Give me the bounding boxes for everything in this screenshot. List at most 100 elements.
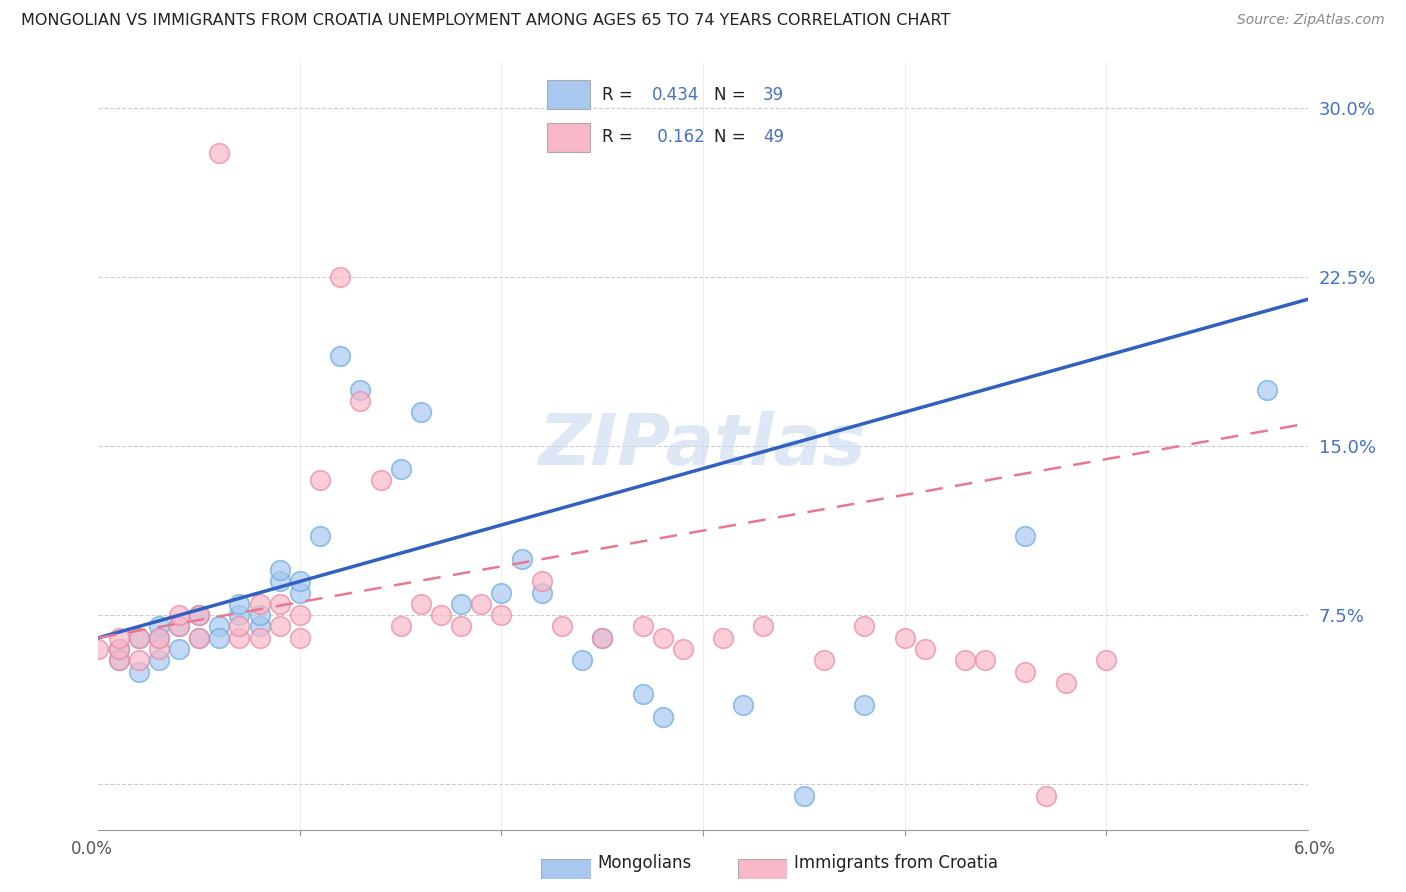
Point [249, 597, 271, 611]
Point [208, 619, 231, 633]
Point [107, 653, 129, 667]
Point [591, 631, 613, 645]
Point [188, 631, 211, 645]
Point [329, 349, 352, 363]
Point [288, 631, 311, 645]
Point [269, 574, 291, 589]
Point [510, 551, 533, 566]
Point [470, 597, 492, 611]
Point [1095, 653, 1118, 667]
Point [167, 642, 190, 657]
Point [249, 631, 271, 645]
Point [107, 642, 129, 657]
Point [389, 619, 412, 633]
Point [269, 563, 291, 577]
Point [107, 653, 129, 667]
Text: R =: R = [602, 86, 638, 103]
Point [631, 619, 654, 633]
Point [128, 665, 150, 679]
Point [188, 608, 211, 623]
Point [269, 619, 291, 633]
Point [672, 642, 695, 657]
Text: 6.0%: 6.0% [1294, 840, 1336, 858]
Point [530, 574, 553, 589]
Point [288, 574, 311, 589]
Point [228, 631, 250, 645]
Point [228, 597, 250, 611]
Point [914, 642, 936, 657]
Point [491, 608, 513, 623]
Point [349, 383, 371, 397]
Point [571, 653, 593, 667]
Point [148, 642, 170, 657]
Text: Mongolians: Mongolians [598, 854, 692, 871]
Point [1256, 383, 1278, 397]
Point [249, 608, 271, 623]
Point [107, 631, 129, 645]
Point [208, 145, 231, 160]
Text: 0.0%: 0.0% [70, 840, 112, 858]
Bar [547, 80, 591, 109]
Point [329, 269, 352, 284]
Point [491, 585, 513, 599]
Point [148, 653, 170, 667]
Point [551, 619, 574, 633]
Point [450, 619, 472, 633]
Point [288, 585, 311, 599]
Point [370, 473, 392, 487]
Point [974, 653, 997, 667]
Text: N =: N = [714, 86, 751, 103]
Point [430, 608, 453, 623]
Point [409, 597, 432, 611]
Point [309, 473, 332, 487]
Point [853, 698, 876, 713]
Point [530, 585, 553, 599]
Point [148, 631, 170, 645]
Point [288, 608, 311, 623]
Point [148, 619, 170, 633]
Point [148, 631, 170, 645]
Point [651, 631, 673, 645]
Text: MONGOLIAN VS IMMIGRANTS FROM CROATIA UNEMPLOYMENT AMONG AGES 65 TO 74 YEARS CORR: MONGOLIAN VS IMMIGRANTS FROM CROATIA UNE… [21, 13, 950, 29]
Point [752, 619, 775, 633]
Text: Source: ZipAtlas.com: Source: ZipAtlas.com [1237, 13, 1385, 28]
Point [813, 653, 835, 667]
Point [188, 631, 211, 645]
Text: 39: 39 [763, 86, 785, 103]
Text: 49: 49 [763, 128, 785, 146]
Point [349, 393, 371, 408]
Point [389, 461, 412, 475]
Point [793, 789, 815, 803]
Point [309, 529, 332, 543]
Point [167, 619, 190, 633]
Bar [547, 123, 591, 152]
Point [128, 631, 150, 645]
Text: 0.434: 0.434 [652, 86, 699, 103]
Point [249, 619, 271, 633]
Point [631, 687, 654, 701]
Text: Immigrants from Croatia: Immigrants from Croatia [794, 854, 998, 871]
Point [167, 619, 190, 633]
Point [1054, 676, 1077, 690]
Text: 0.162: 0.162 [652, 128, 704, 146]
Point [1035, 789, 1057, 803]
Point [228, 619, 250, 633]
Point [450, 597, 472, 611]
Point [107, 642, 129, 657]
Point [188, 608, 211, 623]
Point [128, 653, 150, 667]
Text: R =: R = [602, 128, 638, 146]
Point [651, 710, 673, 724]
Point [228, 608, 250, 623]
Point [409, 405, 432, 419]
Point [87, 642, 110, 657]
Point [711, 631, 734, 645]
Point [208, 631, 231, 645]
Point [269, 597, 291, 611]
Point [591, 631, 613, 645]
Text: ZIPatlas: ZIPatlas [540, 411, 866, 481]
Point [953, 653, 976, 667]
Point [128, 631, 150, 645]
Point [1014, 665, 1036, 679]
Point [167, 608, 190, 623]
